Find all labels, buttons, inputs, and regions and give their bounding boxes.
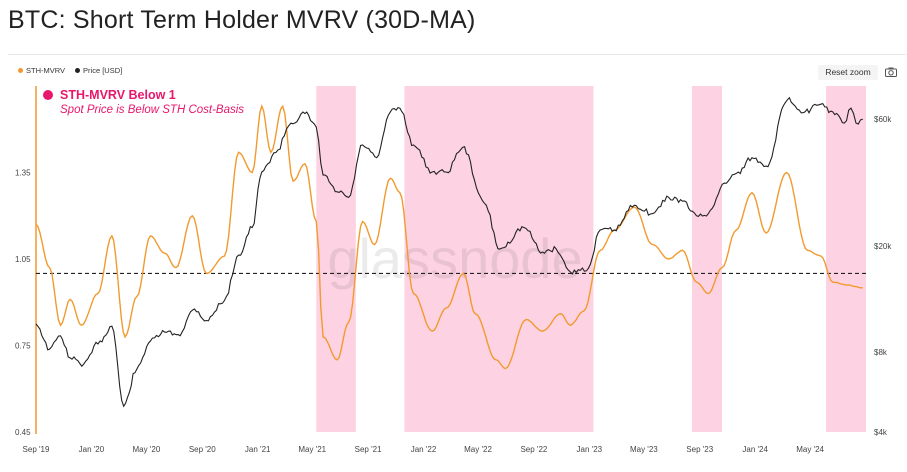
y-left-tick-1: 0.75 [15, 342, 31, 351]
x-tick-4: Jan '21 [245, 445, 271, 454]
series-line-price [35, 96, 863, 408]
annotation-marker [43, 90, 53, 100]
annotation-title: STH-MVRV Below 1 [60, 88, 176, 102]
x-tick-5: May '21 [298, 445, 326, 454]
x-tick-10: Jan '23 [577, 445, 603, 454]
page-title: BTC: Short Term Holder MVRV (30D-MA) [8, 6, 476, 34]
legend-swatch-price [75, 68, 81, 73]
camera-icon[interactable] [885, 67, 897, 77]
highlight-band-1 [316, 86, 356, 432]
x-tick-7: Jan '22 [411, 445, 437, 454]
annotation-subtitle: Spot Price is Below STH Cost-Basis [60, 104, 244, 116]
legend-label-mvrv: STH-MVRV [26, 66, 66, 75]
x-tick-0: Sep '19 [23, 445, 50, 454]
series-line-sth-mvrv [35, 104, 863, 370]
highlight-band-4 [826, 86, 866, 432]
highlight-band-2 [404, 86, 594, 432]
x-tick-8: May '22 [464, 445, 492, 454]
y-right-tick-0: $4k [874, 428, 888, 437]
legend-item-mvrv[interactable]: STH-MVRV [18, 66, 65, 75]
y-left-tick-0: 0.45 [15, 428, 31, 437]
highlight-band-3 [692, 86, 722, 432]
reset-zoom-button[interactable]: Reset zoom [818, 65, 878, 80]
chart-legend: STH-MVRV Price [USD] [18, 66, 122, 75]
y-left-tick-2: 1.05 [15, 255, 31, 264]
watermark: glassnode [327, 227, 582, 290]
x-tick-13: Jan '24 [742, 445, 768, 454]
x-tick-2: May '20 [133, 445, 161, 454]
y-right-tick-2: $20k [874, 242, 892, 251]
x-tick-6: Sep '21 [355, 445, 382, 454]
legend-item-price[interactable]: Price [USD] [75, 66, 122, 75]
y-right-tick-1: $8k [874, 348, 888, 357]
x-tick-3: Sep '20 [189, 445, 216, 454]
x-tick-11: May '23 [630, 445, 658, 454]
y-left-tick-3: 1.35 [15, 169, 31, 178]
x-tick-1: Jan '20 [79, 445, 105, 454]
annotation: STH-MVRV Below 1 Spot Price is Below STH… [43, 88, 244, 116]
legend-swatch-mvrv [18, 68, 23, 73]
x-tick-12: Sep '23 [686, 445, 713, 454]
legend-label-price: Price [USD] [83, 66, 123, 75]
x-tick-14: May '24 [796, 445, 824, 454]
x-tick-9: Sep '22 [520, 445, 547, 454]
y-right-tick-3: $60k [874, 115, 892, 124]
